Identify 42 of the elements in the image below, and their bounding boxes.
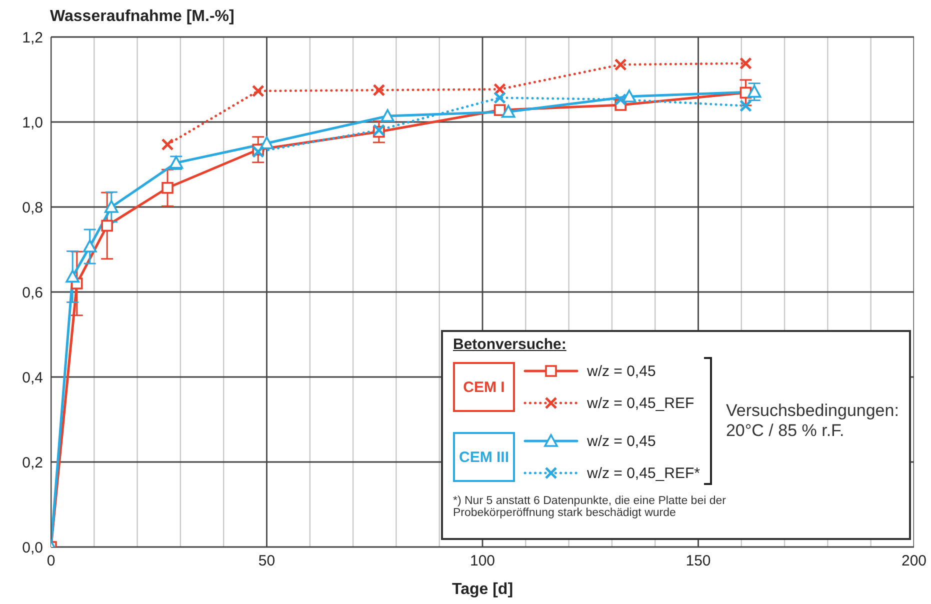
y-axis-title: Wasseraufnahme [M.-%]	[50, 8, 234, 26]
annotation: CEM I	[453, 362, 515, 412]
annotation: CEM III	[453, 432, 515, 482]
point	[747, 84, 762, 98]
x-tick-label: 50	[258, 552, 276, 570]
point	[622, 90, 636, 102]
legend-label: w/z = 0,45_REF*	[587, 464, 700, 482]
point	[380, 109, 394, 122]
y-tick-label: 0,6	[22, 284, 43, 302]
point	[101, 220, 113, 232]
x-axis-title: Tage [d]	[450, 581, 514, 599]
y-tick-label: 0,8	[22, 199, 43, 216]
annotation: Versuchsbedingungen: 20°C / 85 % r.F.	[726, 401, 899, 441]
point	[494, 92, 506, 104]
y-tick-label: 0,2	[22, 454, 43, 472]
point	[372, 84, 386, 96]
point	[82, 240, 97, 252]
y-tick-label: 0,4	[22, 369, 43, 386]
point	[614, 93, 627, 106]
y-tick-label: 1,0	[22, 114, 43, 132]
x-tick-label: 100	[470, 552, 496, 570]
x-tick-label: 150	[686, 552, 711, 570]
point	[739, 100, 752, 112]
x-tick-label: 200	[901, 552, 927, 570]
point	[104, 200, 118, 213]
y-tick-label: 0,0	[22, 539, 43, 556]
point	[162, 182, 174, 194]
point	[739, 57, 752, 70]
legend-label: w/z = 0,45_REF	[587, 394, 694, 412]
point	[260, 136, 274, 150]
point	[614, 58, 627, 71]
annotation: *) Nur 5 anstatt 6 Datenpunkte, die eine Platte bei der Probekörperöffnung stark beschädigt wurde	[453, 495, 727, 519]
legend-label: w/z = 0,45	[587, 362, 656, 380]
y-tick-label: 1,2	[22, 29, 43, 46]
x-tick-label: 0	[46, 552, 56, 570]
point	[494, 104, 506, 116]
point	[252, 84, 264, 98]
point	[501, 104, 516, 118]
point	[161, 138, 174, 151]
legend-label: w/z = 0,45	[587, 432, 656, 450]
legend-title: Betonversuche:	[453, 336, 568, 353]
point	[66, 270, 80, 283]
